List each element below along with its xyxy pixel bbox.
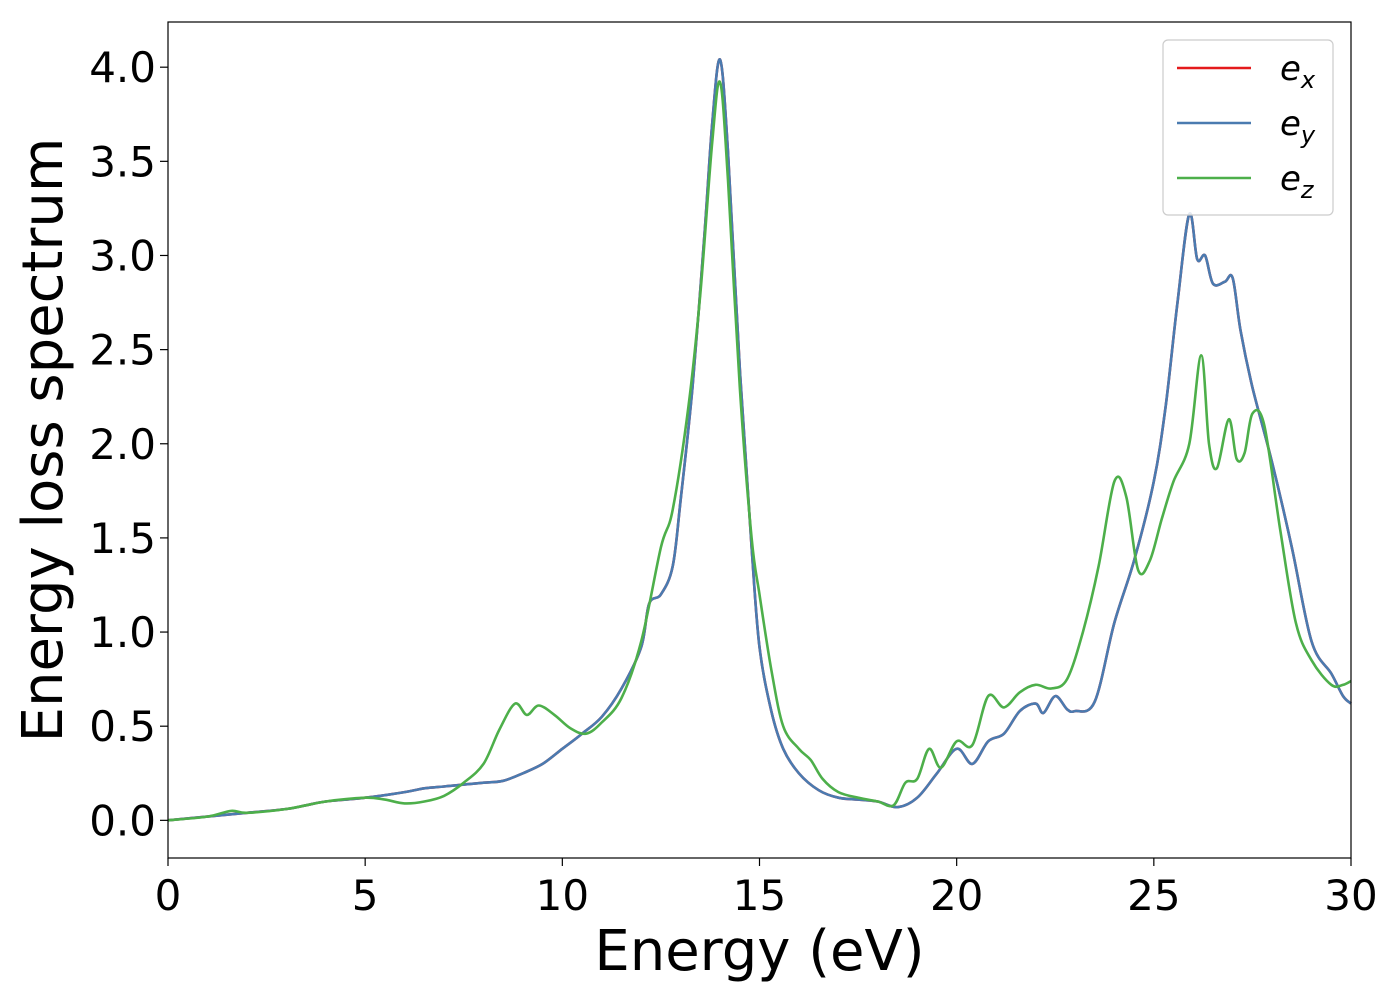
legend-box xyxy=(1162,39,1334,216)
x-tick-label: 30 xyxy=(1324,871,1377,920)
y-tick-label: 1.5 xyxy=(89,514,156,563)
legend-label: ey xyxy=(1280,104,1316,149)
y-tick-label: 0.5 xyxy=(89,702,156,751)
x-tick-label: 5 xyxy=(352,871,379,920)
x-tick-label: 15 xyxy=(733,871,786,920)
y-tick-label: 2.5 xyxy=(89,326,156,375)
legend-label: ez xyxy=(1280,159,1315,204)
y-tick-label: 3.5 xyxy=(89,137,156,186)
y-tick-label: 1.0 xyxy=(89,608,156,657)
x-tick-label: 25 xyxy=(1127,871,1180,920)
x-axis: 0 5 10 15 20 25 30 xyxy=(155,858,1378,920)
x-tick-label: 0 xyxy=(155,871,182,920)
y-axis-label: Energy loss spectrum xyxy=(11,138,76,743)
legend: ex ey ez xyxy=(1162,39,1334,216)
x-axis-label: Energy (eV) xyxy=(594,919,924,984)
x-tick-label: 20 xyxy=(930,871,983,920)
y-tick-label: 2.0 xyxy=(89,420,156,469)
y-axis: 0.0 0.5 1.0 1.5 2.0 2.5 3.0 3.5 4.0 xyxy=(89,43,168,845)
y-tick-label: 4.0 xyxy=(89,43,156,92)
series-line-e-y xyxy=(167,58,1352,822)
legend-label: ex xyxy=(1280,49,1316,94)
y-tick-label: 3.0 xyxy=(89,231,156,280)
y-tick-label: 0.0 xyxy=(89,796,156,845)
plot-area xyxy=(168,22,1351,858)
x-tick-label: 10 xyxy=(536,871,589,920)
series-layer xyxy=(167,58,1352,822)
series-line-e-z xyxy=(167,80,1352,822)
